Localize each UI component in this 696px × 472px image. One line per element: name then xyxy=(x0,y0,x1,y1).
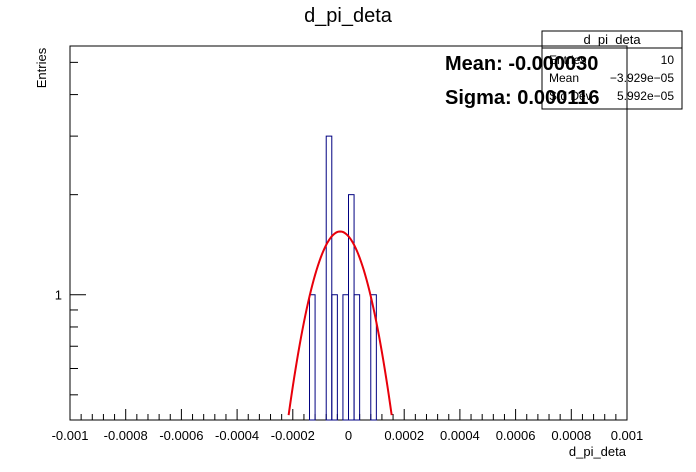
stats-entries-value: 10 xyxy=(661,53,675,67)
chart-title: d_pi_deta xyxy=(304,5,393,27)
histogram-bin xyxy=(342,294,349,421)
x-tick-label: -0.0008 xyxy=(104,428,148,443)
x-tick-label: -0.0002 xyxy=(271,428,315,443)
x-tick-label: -0.001 xyxy=(52,428,89,443)
x-tick-label: 0 xyxy=(345,428,352,443)
histogram-bin xyxy=(353,294,361,421)
histogram-bin xyxy=(370,294,377,421)
x-tick-label: -0.0004 xyxy=(215,428,259,443)
x-axis: -0.001 -0.0008 -0.0006 -0.0004 -0.0002 0 0.000… xyxy=(52,409,644,443)
x-tick-label: 0.001 xyxy=(611,428,644,443)
y-axis: 1 xyxy=(55,61,86,396)
histogram-bin xyxy=(348,194,355,421)
stats-mean-label: Mean xyxy=(549,71,579,85)
histogram-bin xyxy=(309,294,316,421)
x-tick-label: 0.0004 xyxy=(440,428,480,443)
y-axis-label: Entries xyxy=(34,47,49,88)
stats-mean-value: −3.929e−05 xyxy=(610,71,674,85)
histogram-bars xyxy=(309,135,377,421)
stats-box: d_pi_deta Entries 10 Mean −3.929e−05 Std… xyxy=(541,30,683,110)
gaussian-fit-curve xyxy=(287,230,393,416)
stats-entries-label: Entries xyxy=(549,53,586,67)
x-axis-label: d_pi_deta xyxy=(569,444,627,459)
x-tick-label: 0.0008 xyxy=(551,428,591,443)
mean-annotation: Mean: -0.000030 xyxy=(445,53,598,75)
histogram-bin xyxy=(325,135,333,421)
sigma-annotation: Sigma: 0.000116 xyxy=(445,87,600,109)
x-tick-label: 0.0006 xyxy=(496,428,536,443)
stats-box-frame xyxy=(541,30,683,110)
histogram-bin xyxy=(331,294,338,421)
y-tick-label: 1 xyxy=(55,288,62,303)
x-tick-label: -0.0006 xyxy=(159,428,203,443)
stats-stddev-label: Std Dev xyxy=(549,89,592,103)
x-tick-label: 0.0002 xyxy=(384,428,424,443)
stats-box-title: d_pi_deta xyxy=(583,32,641,47)
stats-stddev-value: 5.992e−05 xyxy=(617,89,674,103)
